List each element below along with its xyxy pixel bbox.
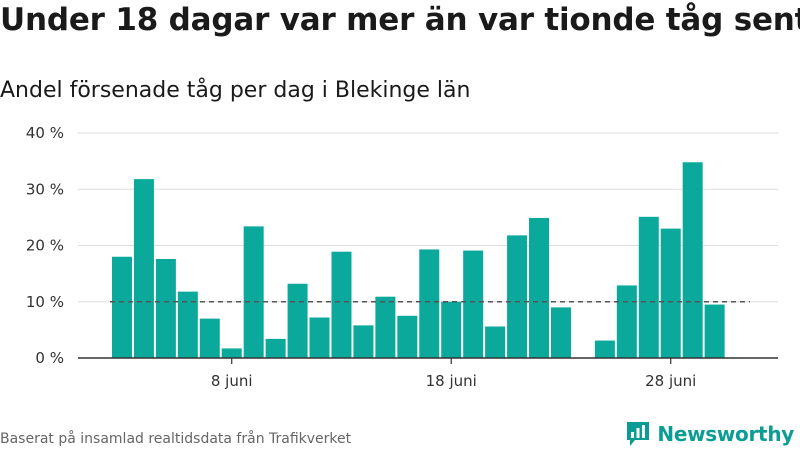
bar — [704, 304, 725, 358]
bar — [463, 250, 484, 358]
x-tick-label: 18 juni — [426, 372, 477, 390]
bar — [331, 251, 352, 358]
bar — [550, 307, 571, 359]
x-tick-label: 28 juni — [645, 372, 696, 390]
bar — [616, 285, 637, 358]
bar — [660, 228, 681, 359]
bar — [243, 226, 264, 359]
bar — [155, 259, 176, 358]
y-tick-labels: 0 % 10 % 20 % 30 % 40 % — [26, 124, 64, 367]
bar — [441, 301, 462, 358]
bar — [111, 256, 132, 358]
chart-subtitle: Andel försenade tåg per dag i Blekinge l… — [0, 78, 471, 103]
bar — [485, 326, 506, 358]
bar — [507, 235, 528, 359]
y-tick-label: 20 % — [26, 237, 64, 255]
x-axis — [78, 357, 778, 364]
bar — [287, 283, 308, 358]
bar — [177, 291, 198, 359]
y-tick-label: 0 % — [35, 349, 64, 367]
bar-chart-speech-bubble-icon — [627, 422, 650, 446]
bar — [133, 179, 154, 359]
brand-name: Newsworthy — [657, 422, 794, 446]
bar — [638, 216, 659, 358]
brand-logo: Newsworthy — [625, 420, 794, 448]
y-tick-label: 10 % — [26, 293, 64, 311]
source-note: Baserat på insamlad realtidsdata från Tr… — [0, 431, 352, 447]
bar — [309, 317, 330, 358]
chart-title: Under 18 dagar var mer än var tionde tåg… — [0, 2, 800, 38]
y-tick-label: 40 % — [26, 124, 64, 142]
bar — [397, 315, 418, 358]
x-tick-labels: 8 juni 18 juni 28 juni — [211, 372, 696, 390]
bar — [594, 340, 615, 358]
x-tick-label: 8 juni — [211, 372, 253, 390]
bar — [199, 318, 220, 359]
bar — [353, 325, 374, 359]
bar — [265, 338, 286, 359]
y-tick-label: 30 % — [26, 180, 64, 198]
bar — [375, 296, 396, 358]
bar — [419, 249, 440, 358]
bar — [221, 348, 242, 358]
bar — [529, 217, 550, 358]
bars — [111, 162, 725, 359]
bar — [682, 162, 703, 358]
